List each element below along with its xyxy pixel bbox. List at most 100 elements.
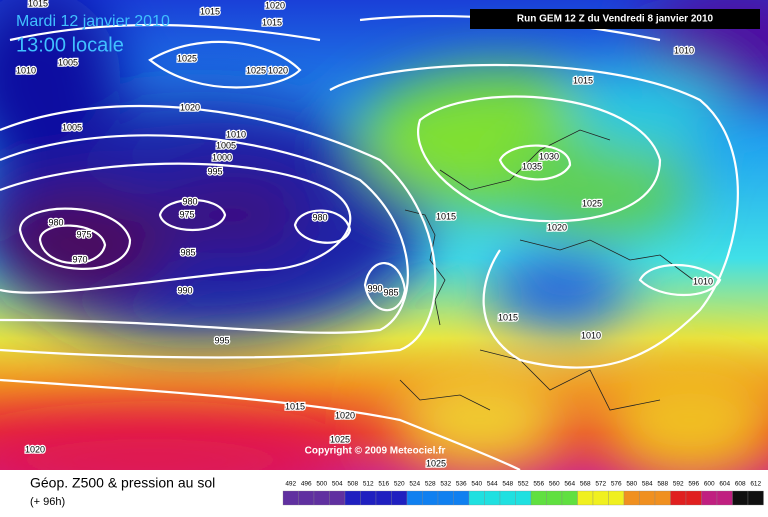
scale-cell — [499, 490, 516, 506]
scale-cell — [437, 490, 454, 506]
isobar-label: 980 — [182, 196, 197, 206]
scale-cell — [546, 490, 563, 506]
scale-cell — [716, 490, 733, 506]
scale-cell — [701, 490, 718, 506]
map — [0, 0, 768, 470]
copyright: Copyright © 2009 Meteociel.fr — [305, 446, 446, 457]
isobar-label: 1010 — [674, 45, 694, 55]
isobar-label: 1005 — [216, 140, 236, 150]
scale-label: 572 — [595, 481, 606, 488]
scale-label: 504 — [332, 481, 343, 488]
scale-cell — [391, 490, 408, 506]
scale-label: 492 — [285, 481, 296, 488]
scale-label: 548 — [502, 481, 513, 488]
isobar-label: 995 — [207, 166, 222, 176]
isobar-label: 970 — [72, 254, 87, 264]
scale-label: 524 — [409, 481, 420, 488]
scale-label: 588 — [657, 481, 668, 488]
isobar-label: 1015 — [285, 401, 305, 411]
scale-cell — [747, 490, 764, 506]
scale-label: 564 — [564, 481, 575, 488]
isobar-label: 985 — [180, 247, 195, 257]
isobar-label: 1015 — [573, 75, 593, 85]
isobar-label: 1015 — [200, 6, 220, 16]
isobar-label: 1020 — [335, 410, 355, 420]
time-label: 13:00 locale — [16, 34, 124, 56]
isobar-label: 990 — [367, 283, 382, 293]
scale-label: 544 — [487, 481, 498, 488]
scale-label: 520 — [394, 481, 405, 488]
scale-cell — [375, 490, 392, 506]
isobar-label: 1020 — [180, 102, 200, 112]
isobar-label: 985 — [383, 287, 398, 297]
scale-label: 556 — [533, 481, 544, 488]
scale-cell — [484, 490, 501, 506]
scale-label: 496 — [301, 481, 312, 488]
scale-cell — [313, 490, 330, 506]
scale-label: 552 — [518, 481, 529, 488]
isobar-label: 980 — [312, 212, 327, 222]
isobar-label: 1015 — [28, 0, 48, 8]
isobar-label: 1010 — [16, 65, 36, 75]
scale-label: 508 — [347, 481, 358, 488]
scale-label: 516 — [378, 481, 389, 488]
scale-cell — [422, 490, 439, 506]
scale-cell — [670, 490, 687, 506]
scale-cell — [732, 490, 749, 506]
scale-label: 584 — [642, 481, 653, 488]
isobar-label: 1010 — [693, 276, 713, 286]
scale-label: 528 — [425, 481, 436, 488]
footer-lead: (+ 96h) — [30, 496, 65, 508]
scale-cell — [608, 490, 625, 506]
footer-title: Géop. Z500 & pression au sol — [30, 475, 215, 491]
isobar-label: 1005 — [58, 57, 78, 67]
isobar-label: 1020 — [25, 444, 45, 454]
isobar-label: 1025 — [246, 65, 266, 75]
isobar-label: 1020 — [547, 222, 567, 232]
isobar-label: 995 — [214, 335, 229, 345]
isobar-label: 980 — [48, 217, 63, 227]
scale-label: 532 — [440, 481, 451, 488]
run-label: Run GEM 12 Z du Vendredi 8 janvier 2010 — [517, 14, 714, 25]
scale-cell — [515, 490, 532, 506]
isobar-label: 1035 — [522, 161, 542, 171]
scale-label: 540 — [471, 481, 482, 488]
isobar-label: 1005 — [62, 122, 82, 132]
scale-label: 600 — [704, 481, 715, 488]
isobar-label: 1020 — [268, 65, 288, 75]
scale-cell — [530, 490, 547, 506]
scale-cell — [453, 490, 470, 506]
isobar-label: 1020 — [265, 0, 285, 10]
isobar-label: 1025 — [330, 434, 350, 444]
scale-cell — [298, 490, 315, 506]
isobar-label: 1025 — [582, 198, 602, 208]
scale-label: 536 — [456, 481, 467, 488]
isobar-label: 1015 — [262, 17, 282, 27]
isobar-label: 1015 — [498, 312, 518, 322]
scale-label: 580 — [626, 481, 637, 488]
scale-cell — [561, 490, 578, 506]
isobar-label: 1015 — [436, 211, 456, 221]
isobar-label: 975 — [76, 229, 91, 239]
scale-label: 604 — [719, 481, 730, 488]
isobar-label: 1000 — [212, 152, 232, 162]
scale-label: 560 — [549, 481, 560, 488]
scale-cell — [623, 490, 640, 506]
isobar-label: 1010 — [581, 330, 601, 340]
isobar-label: 1010 — [226, 129, 246, 139]
scale-cell — [468, 490, 485, 506]
scale-cell — [344, 490, 361, 506]
run-box — [470, 9, 760, 29]
scale-label: 592 — [673, 481, 684, 488]
scale-cell — [406, 490, 423, 506]
isobar-label: 1030 — [539, 151, 559, 161]
scale-label: 512 — [363, 481, 374, 488]
scale-cell — [639, 490, 656, 506]
scale-label: 596 — [688, 481, 699, 488]
isobar-label: 1025 — [426, 458, 446, 468]
isobar-label: 975 — [179, 209, 194, 219]
scale-label: 576 — [611, 481, 622, 488]
scale-label: 612 — [750, 481, 761, 488]
scale-cell — [329, 490, 346, 506]
